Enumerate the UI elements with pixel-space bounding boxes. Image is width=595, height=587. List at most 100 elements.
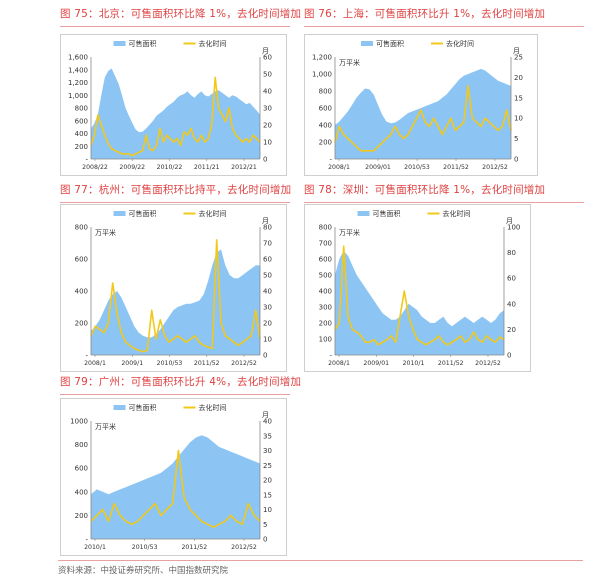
legend-swatch-area bbox=[113, 41, 126, 46]
caption-divider bbox=[304, 26, 584, 27]
left-tick-label: 1,200 bbox=[312, 54, 332, 62]
x-tick-label: 2009/01 bbox=[365, 164, 391, 171]
x-tick-label: 2011/52 bbox=[181, 544, 207, 551]
left-tick-label: 800 bbox=[319, 88, 332, 96]
x-tick-label: 2009/01 bbox=[363, 360, 389, 367]
series-area-available bbox=[91, 249, 260, 355]
right-tick-label: 40 bbox=[263, 288, 272, 296]
left-tick-label: 600 bbox=[319, 105, 332, 113]
legend-label-area: 可售面积 bbox=[129, 209, 157, 218]
legend-swatch-area bbox=[357, 211, 370, 216]
series-area-available bbox=[91, 68, 260, 159]
left-tick-label: 1,600 bbox=[68, 54, 88, 62]
legend-label-area: 可售面积 bbox=[376, 39, 404, 48]
right-axis-unit: 月 bbox=[262, 411, 269, 419]
caption-divider bbox=[304, 202, 584, 203]
right-tick-label: 10 bbox=[263, 336, 272, 344]
left-tick-label: 600 bbox=[75, 256, 88, 264]
left-axis-unit: 万平米 bbox=[339, 58, 360, 67]
legend-label-line: 去化时间 bbox=[199, 403, 227, 412]
chart-title: 图 78：深圳：可售面积环比降 1%，去化时间增加 bbox=[304, 184, 546, 196]
right-tick-label: 100 bbox=[507, 224, 520, 232]
x-tick-label: 2011/21 bbox=[194, 164, 220, 171]
x-tick-label: 2008/1 bbox=[328, 164, 350, 171]
source-note: 资料来源：中投证券研究所、中国指数研究院 bbox=[58, 566, 229, 576]
x-tick-label: 2010/1 bbox=[84, 544, 106, 551]
panel-77: 图 77：杭州：可售面积环比持平，去化时间增加 可售面积 去化时间 万平米月 800 6… bbox=[60, 180, 291, 372]
legend-label-line: 去化时间 bbox=[446, 39, 474, 48]
chart-legend: 可售面积 去化时间 bbox=[113, 39, 227, 48]
chart-frame: 可售面积 去化时间 万平米月 1000 800 600 400 200-40 35 30 25 20 1… bbox=[60, 398, 287, 556]
right-tick-label: 50 bbox=[263, 272, 272, 280]
chart-78: 可售面积 去化时间万平米月800700600500400300200100-100… bbox=[319, 209, 521, 367]
right-axis-unit: 月 bbox=[262, 47, 269, 55]
x-tick-label: 2008/1 bbox=[328, 360, 350, 367]
chart-frame: 可售面积 去化时间 万平米月 800 700 600 500 400 300 200 100-100… bbox=[304, 204, 531, 372]
right-tick-label: 60 bbox=[507, 275, 516, 283]
chart-77: 可售面积 去化时间万平米月800600400200-807060504030201… bbox=[75, 209, 272, 367]
left-tick-label: 800 bbox=[75, 441, 88, 449]
right-tick-label: 15 bbox=[263, 491, 272, 499]
legend-label-area: 可售面积 bbox=[373, 209, 401, 218]
left-axis-unit: 万平米 bbox=[95, 422, 116, 431]
right-tick-label: 10 bbox=[514, 115, 523, 123]
left-tick-label: - bbox=[85, 156, 88, 164]
left-tick-label: - bbox=[85, 352, 88, 360]
left-tick-label: 800 bbox=[319, 224, 332, 232]
right-tick-label: 5 bbox=[514, 135, 518, 143]
series-line-months bbox=[334, 84, 512, 152]
panel-75: 图 75：北京：可售面积环比降 1%，去化时间增加 可售面积 去化时间月 1,600… bbox=[60, 4, 301, 182]
left-tick-label: 400 bbox=[75, 488, 88, 496]
legend-label-area: 可售面积 bbox=[129, 39, 157, 48]
chart-76: 可售面积 去化时间万平米月1,2001,000800600400200-25201… bbox=[312, 39, 523, 171]
x-tick-label: 2011/52 bbox=[438, 360, 464, 367]
x-tick-label: 2009/22 bbox=[119, 164, 145, 171]
legend-label-line: 去化时间 bbox=[199, 39, 227, 48]
right-tick-label: 15 bbox=[514, 94, 523, 102]
right-tick-label: 25 bbox=[263, 462, 272, 470]
left-tick-label: - bbox=[329, 352, 332, 360]
right-tick-label: 20 bbox=[514, 74, 523, 82]
right-tick-label: 10 bbox=[263, 506, 272, 514]
left-tick-label: 100 bbox=[319, 336, 332, 344]
series-area-available bbox=[335, 251, 504, 355]
left-tick-label: 200 bbox=[75, 143, 88, 151]
chart-legend: 可售面积 去化时间 bbox=[361, 39, 474, 48]
right-tick-label: 80 bbox=[263, 224, 272, 232]
legend-label-area: 可售面积 bbox=[129, 403, 157, 412]
left-tick-label: 1,400 bbox=[68, 66, 88, 74]
chart-title: 图 79：广州：可售面积环比升 4%，去化时间增加 bbox=[60, 376, 302, 388]
x-tick-label: 2012/52 bbox=[231, 544, 257, 551]
x-tick-label: 2010/1 bbox=[403, 360, 425, 367]
left-tick-label: 800 bbox=[75, 105, 88, 113]
caption-divider bbox=[60, 394, 290, 395]
right-tick-label: 30 bbox=[263, 304, 272, 312]
footer-divider bbox=[58, 560, 583, 561]
chart-legend: 可售面积 去化时间 bbox=[357, 209, 471, 218]
x-tick-label: 2012/52 bbox=[231, 360, 257, 367]
x-tick-label: 2010/53 bbox=[404, 164, 430, 171]
right-tick-label: 0 bbox=[507, 352, 511, 360]
right-tick-label: 0 bbox=[263, 156, 267, 164]
right-axis-unit: 月 bbox=[513, 47, 520, 55]
left-tick-label: - bbox=[329, 156, 332, 164]
right-axis-unit: 月 bbox=[506, 217, 513, 225]
left-tick-label: 200 bbox=[75, 320, 88, 328]
right-tick-label: 50 bbox=[263, 71, 272, 79]
legend-swatch-area bbox=[361, 41, 373, 46]
x-tick-label: 2010/53 bbox=[132, 544, 158, 551]
legend-label-line: 去化时间 bbox=[199, 209, 227, 218]
series-line-months bbox=[90, 449, 261, 528]
legend-swatch-area bbox=[113, 211, 126, 216]
left-tick-label: 200 bbox=[319, 320, 332, 328]
x-tick-label: 2012/21 bbox=[231, 164, 257, 171]
left-tick-label: 300 bbox=[319, 304, 332, 312]
left-tick-label: 1,000 bbox=[68, 92, 88, 100]
series-line-months bbox=[90, 238, 261, 353]
right-axis-unit: 月 bbox=[262, 217, 269, 225]
left-tick-label: 700 bbox=[319, 240, 332, 248]
left-tick-label: 500 bbox=[319, 272, 332, 280]
x-tick-label: 2008/22 bbox=[82, 164, 108, 171]
left-tick-label: 600 bbox=[75, 465, 88, 473]
left-tick-label: 400 bbox=[319, 122, 332, 130]
